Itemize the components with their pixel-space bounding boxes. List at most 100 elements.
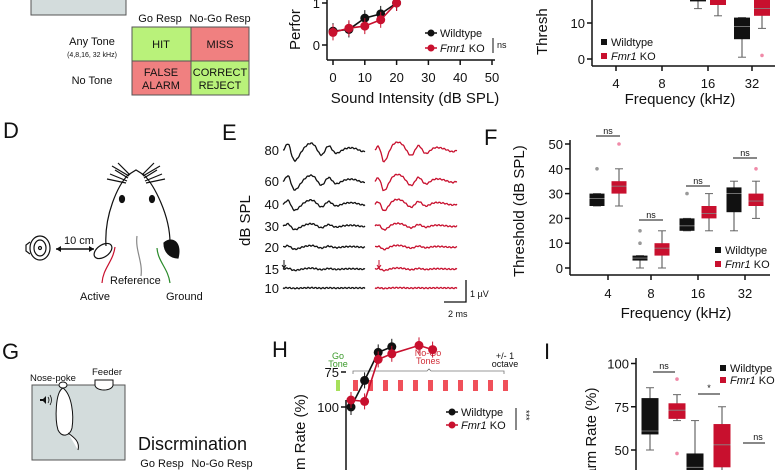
scale-bar — [444, 280, 467, 303]
abr-trace-ko — [374, 141, 458, 163]
nogo-tone-bar — [473, 380, 478, 391]
i-sig-label: ns — [659, 361, 669, 371]
f-sig-label: ns — [740, 148, 750, 158]
abr-trace-wt — [282, 266, 366, 272]
panel-label-d: D — [3, 118, 19, 143]
e-level-label: 10 — [265, 281, 279, 296]
panel-label-h: H — [272, 337, 288, 362]
h-ko-point — [360, 396, 370, 406]
i-ko-outlier — [675, 377, 679, 381]
b-legend-wt-marker — [427, 29, 435, 37]
i-y-tick-label: 50 — [615, 443, 629, 458]
right-ear — [163, 239, 180, 259]
mouse-head-drawing — [93, 162, 180, 284]
nogo-tone-bar — [398, 380, 403, 391]
i-wt-box — [641, 398, 659, 435]
i-legend-wt-swatch — [720, 365, 726, 371]
response-table: Go Resp No-Go Resp Any Tone (4,8,16, 32 … — [67, 13, 251, 96]
whiskers-left — [106, 162, 131, 184]
chart-i: 50 75 100 ns * ns — [607, 357, 765, 470]
abr-trace-ko — [374, 173, 458, 192]
f-ko-box — [748, 193, 764, 206]
h-legend-wt: Wildtype — [461, 407, 503, 419]
f-ko-box — [654, 243, 670, 256]
i-legend-wt: Wildtype — [730, 363, 772, 375]
b-ko-point — [328, 27, 338, 37]
f-y-tick-label: 30 — [549, 187, 563, 202]
h-y-tick-label: 75 — [325, 365, 339, 380]
nogo-tone-bar — [488, 380, 493, 391]
miss-text: MISS — [207, 39, 234, 51]
c-ylabel: Thresh — [534, 8, 551, 55]
e-level-label: 15 — [265, 262, 279, 277]
b-x-tick-label: 30 — [421, 70, 435, 85]
feeder-port — [94, 379, 114, 391]
speaker-small-icon — [40, 396, 46, 404]
mouse-head-outline — [105, 169, 171, 247]
abr-trace-wt — [283, 244, 366, 251]
c-ko-outlier — [760, 53, 764, 58]
f-wt-outlier — [685, 191, 689, 196]
abr-trace-wt — [282, 142, 366, 163]
c-legend-wt-swatch — [601, 39, 607, 45]
c-y-tick-label: 0 — [578, 52, 585, 67]
h-legend-ko-suffix: KO — [487, 420, 506, 432]
c-xlabel: Frequency (kHz) — [625, 91, 736, 108]
b-legend-ko-gene: Fmr1 — [440, 43, 466, 55]
chart-f: 0 10 20 30 40 50 4 8 16 32 ns ns ns ns — [549, 126, 770, 301]
c-legend-wt: Wildtype — [611, 37, 653, 49]
h-sig: *** — [521, 410, 531, 421]
nogo-tones-label-2: Tones — [416, 356, 441, 366]
chamber-box — [30, 0, 127, 16]
abr-trace-ko — [374, 198, 458, 212]
c-ko-box — [710, 0, 726, 5]
threshold-arrow-ko — [376, 260, 382, 270]
f-ko-outlier — [617, 142, 621, 146]
nogo-tone-bar — [353, 380, 358, 391]
nogo-tone-bar — [503, 380, 508, 391]
nose-poke-port — [58, 381, 68, 389]
c-wt-box — [734, 17, 750, 40]
b-x-tick-label: 50 — [485, 70, 499, 85]
i-legend-ko-gene: Fmr1 — [730, 375, 756, 387]
abr-trace-wt — [282, 222, 366, 231]
b-legend-ko-suffix: KO — [466, 43, 485, 55]
c-x-tick-label: 16 — [701, 76, 715, 91]
scale-voltage: 1 µV — [470, 289, 489, 299]
b-x-tick-label: 10 — [358, 70, 372, 85]
f-sig-label: ns — [693, 176, 703, 186]
active-electrode-wire — [101, 246, 116, 284]
f-wt-outlier — [638, 229, 642, 233]
cell-hit — [131, 26, 192, 62]
b-x-tick-label: 40 — [453, 70, 467, 85]
g-col-header-nogo: No-Go Resp — [191, 458, 252, 470]
f-wt-box — [679, 218, 695, 231]
h-wt-point — [360, 375, 370, 385]
i-legend-ko-suffix: KO — [756, 375, 775, 387]
i-ko-box — [668, 403, 686, 419]
b-legend-wt: Wildtype — [440, 28, 482, 40]
f-wt-box — [589, 193, 605, 206]
cell-miss — [190, 26, 250, 62]
f-x-tick-label: 32 — [738, 286, 752, 301]
distance-label: 10 cm — [64, 235, 94, 247]
left-eye — [118, 194, 126, 204]
f-wt-box — [726, 187, 742, 213]
abr-trace-ko — [374, 266, 458, 272]
b-ko-point — [392, 0, 402, 8]
c-x-tick-label: 8 — [658, 76, 665, 91]
f-x-tick-label: 4 — [604, 286, 611, 301]
reject-text: REJECT — [199, 80, 242, 92]
h-legend-ko-gene: Fmr1 — [461, 420, 487, 432]
electrode-reference-label: Reference — [110, 275, 161, 287]
speaker-icon — [25, 235, 51, 261]
f-legend-ko-gene: Fmr1 — [725, 259, 751, 271]
c-legend-ko-swatch — [601, 53, 607, 59]
b-y-tick-label: 1 — [313, 0, 320, 11]
f-ylabel: Threshold (dB SPL) — [511, 145, 528, 277]
scale-time: 2 ms — [448, 309, 468, 319]
e-level-label: 80 — [265, 143, 279, 158]
f-legend-ko: Fmr1 KO — [725, 259, 770, 271]
reference-electrode-wire — [136, 235, 142, 277]
